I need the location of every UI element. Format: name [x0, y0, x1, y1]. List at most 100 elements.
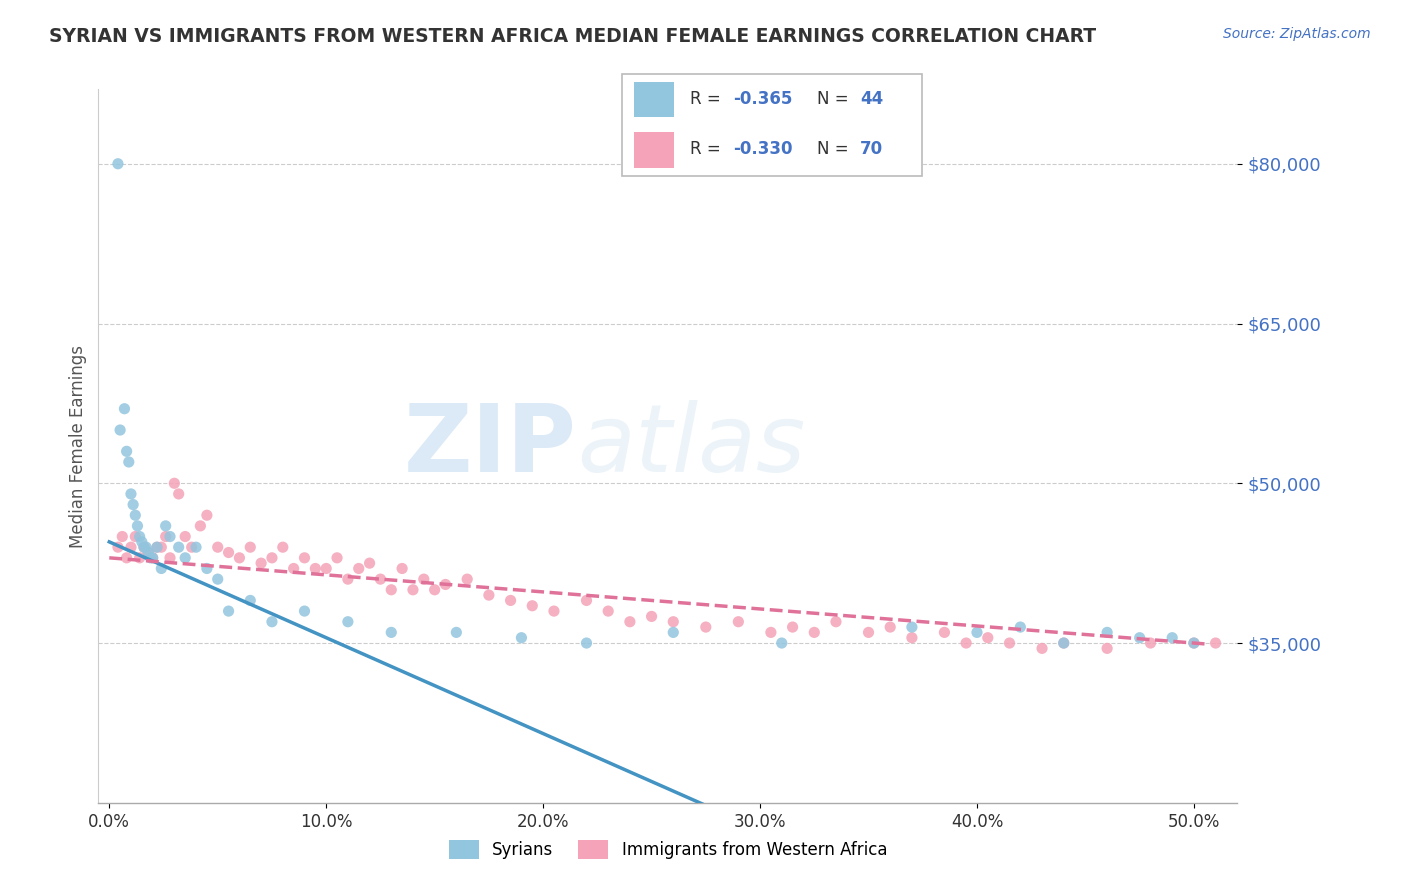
Point — [315, 561, 337, 575]
Point — [727, 615, 749, 629]
Text: N =: N = — [817, 90, 853, 108]
Point — [423, 582, 446, 597]
Point — [1205, 636, 1227, 650]
Point — [575, 636, 598, 650]
Point — [402, 582, 425, 597]
Point — [336, 615, 359, 629]
Point — [370, 572, 392, 586]
Point — [142, 550, 165, 565]
Point — [150, 540, 173, 554]
Point — [522, 599, 544, 613]
Point — [294, 550, 316, 565]
Point — [1139, 636, 1161, 650]
Point — [163, 476, 186, 491]
Point — [120, 540, 142, 554]
Point — [195, 561, 218, 575]
Point — [879, 620, 901, 634]
Point — [115, 444, 138, 458]
Point — [260, 615, 283, 629]
Point — [1095, 641, 1118, 656]
Point — [1182, 636, 1205, 650]
Point — [190, 519, 212, 533]
Point — [132, 540, 155, 554]
Point — [139, 550, 162, 565]
Point — [107, 157, 129, 171]
Text: R =: R = — [690, 141, 725, 159]
Point — [759, 625, 782, 640]
Point — [770, 636, 793, 650]
Point — [347, 561, 370, 575]
Point — [142, 550, 165, 565]
Point — [120, 487, 142, 501]
Point — [1053, 636, 1076, 650]
Point — [114, 401, 136, 416]
Point — [380, 625, 402, 640]
Text: 44: 44 — [860, 90, 883, 108]
Point — [239, 593, 262, 607]
Point — [434, 577, 457, 591]
Point — [955, 636, 977, 650]
Text: 70: 70 — [860, 141, 883, 159]
Text: atlas: atlas — [576, 401, 806, 491]
Point — [499, 593, 522, 607]
Point — [901, 631, 924, 645]
Point — [901, 620, 924, 634]
Point — [380, 582, 402, 597]
Point — [180, 540, 202, 554]
Point — [124, 529, 146, 543]
Point — [543, 604, 565, 618]
Point — [108, 423, 131, 437]
Point — [118, 455, 141, 469]
Point — [159, 529, 181, 543]
Point — [1129, 631, 1152, 645]
Point — [977, 631, 1000, 645]
Point — [122, 498, 145, 512]
Point — [1095, 625, 1118, 640]
Point — [250, 556, 273, 570]
Point — [662, 615, 685, 629]
Point — [326, 550, 349, 565]
Point — [115, 550, 138, 565]
Point — [446, 625, 468, 640]
Point — [294, 604, 316, 618]
Bar — [634, 82, 675, 118]
Point — [662, 625, 685, 640]
Point — [1031, 641, 1053, 656]
Point — [336, 572, 359, 586]
Point — [619, 615, 641, 629]
Point — [391, 561, 413, 575]
Text: -0.365: -0.365 — [733, 90, 793, 108]
Point — [127, 519, 149, 533]
Point — [150, 561, 173, 575]
Point — [640, 609, 662, 624]
Point — [478, 588, 501, 602]
Point — [107, 540, 129, 554]
Point — [131, 534, 153, 549]
Point — [239, 540, 262, 554]
Point — [218, 604, 240, 618]
Point — [136, 545, 159, 559]
Point — [998, 636, 1021, 650]
Point — [1182, 636, 1205, 650]
Point — [124, 508, 146, 523]
Point — [159, 550, 181, 565]
Point — [412, 572, 434, 586]
Text: R =: R = — [690, 90, 725, 108]
Point — [167, 540, 190, 554]
Point — [174, 529, 197, 543]
Point — [195, 508, 218, 523]
Point — [218, 545, 240, 559]
Point — [184, 540, 207, 554]
Point — [782, 620, 804, 634]
Point — [510, 631, 533, 645]
Point — [260, 550, 283, 565]
Text: ZIP: ZIP — [404, 400, 576, 492]
Point — [167, 487, 190, 501]
Point — [228, 550, 250, 565]
Point — [825, 615, 848, 629]
Point — [111, 529, 134, 543]
Text: -0.330: -0.330 — [733, 141, 793, 159]
Point — [146, 540, 169, 554]
Point — [1053, 636, 1076, 650]
Point — [934, 625, 956, 640]
